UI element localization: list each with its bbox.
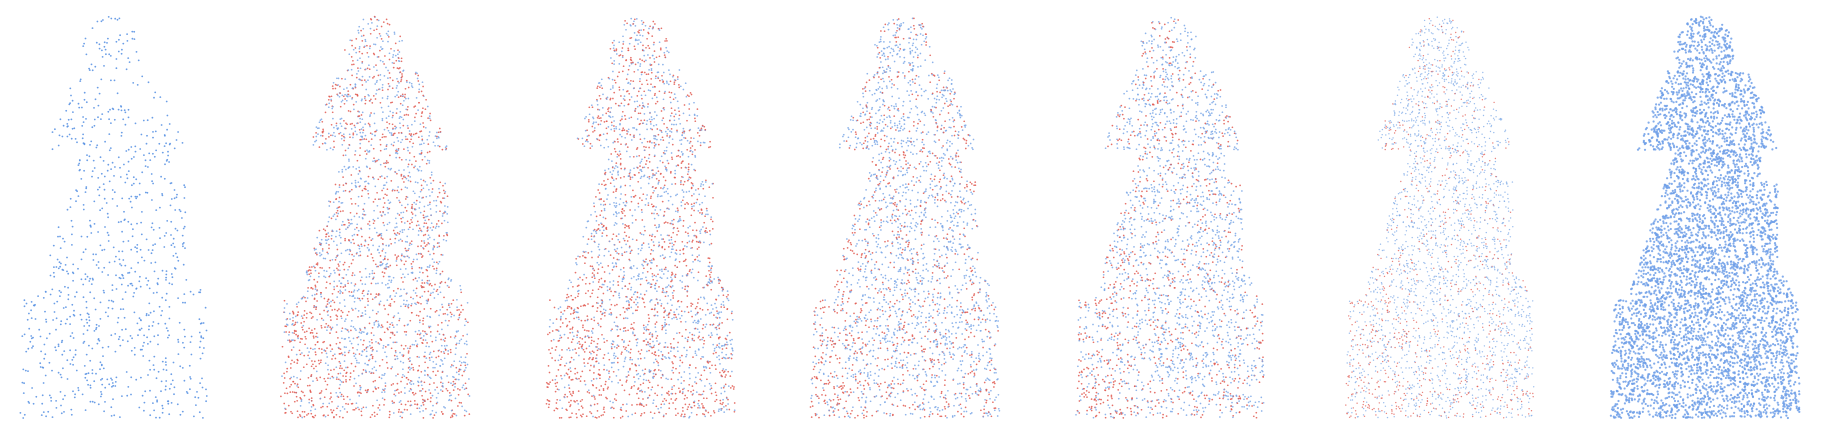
point-cloud-panel-stage-2: [280, 15, 471, 419]
point-cloud-panel-input-sparse: [19, 16, 208, 419]
point-cloud-panel-stage-4: [809, 17, 1001, 419]
point-cloud-panel-ground-truth-dense: [1609, 15, 1801, 420]
point-cloud-panel-stage-6: [1345, 16, 1535, 419]
point-cloud-panel-stage-5: [1075, 16, 1265, 419]
point-cloud-panel-stage-3: [545, 17, 736, 419]
